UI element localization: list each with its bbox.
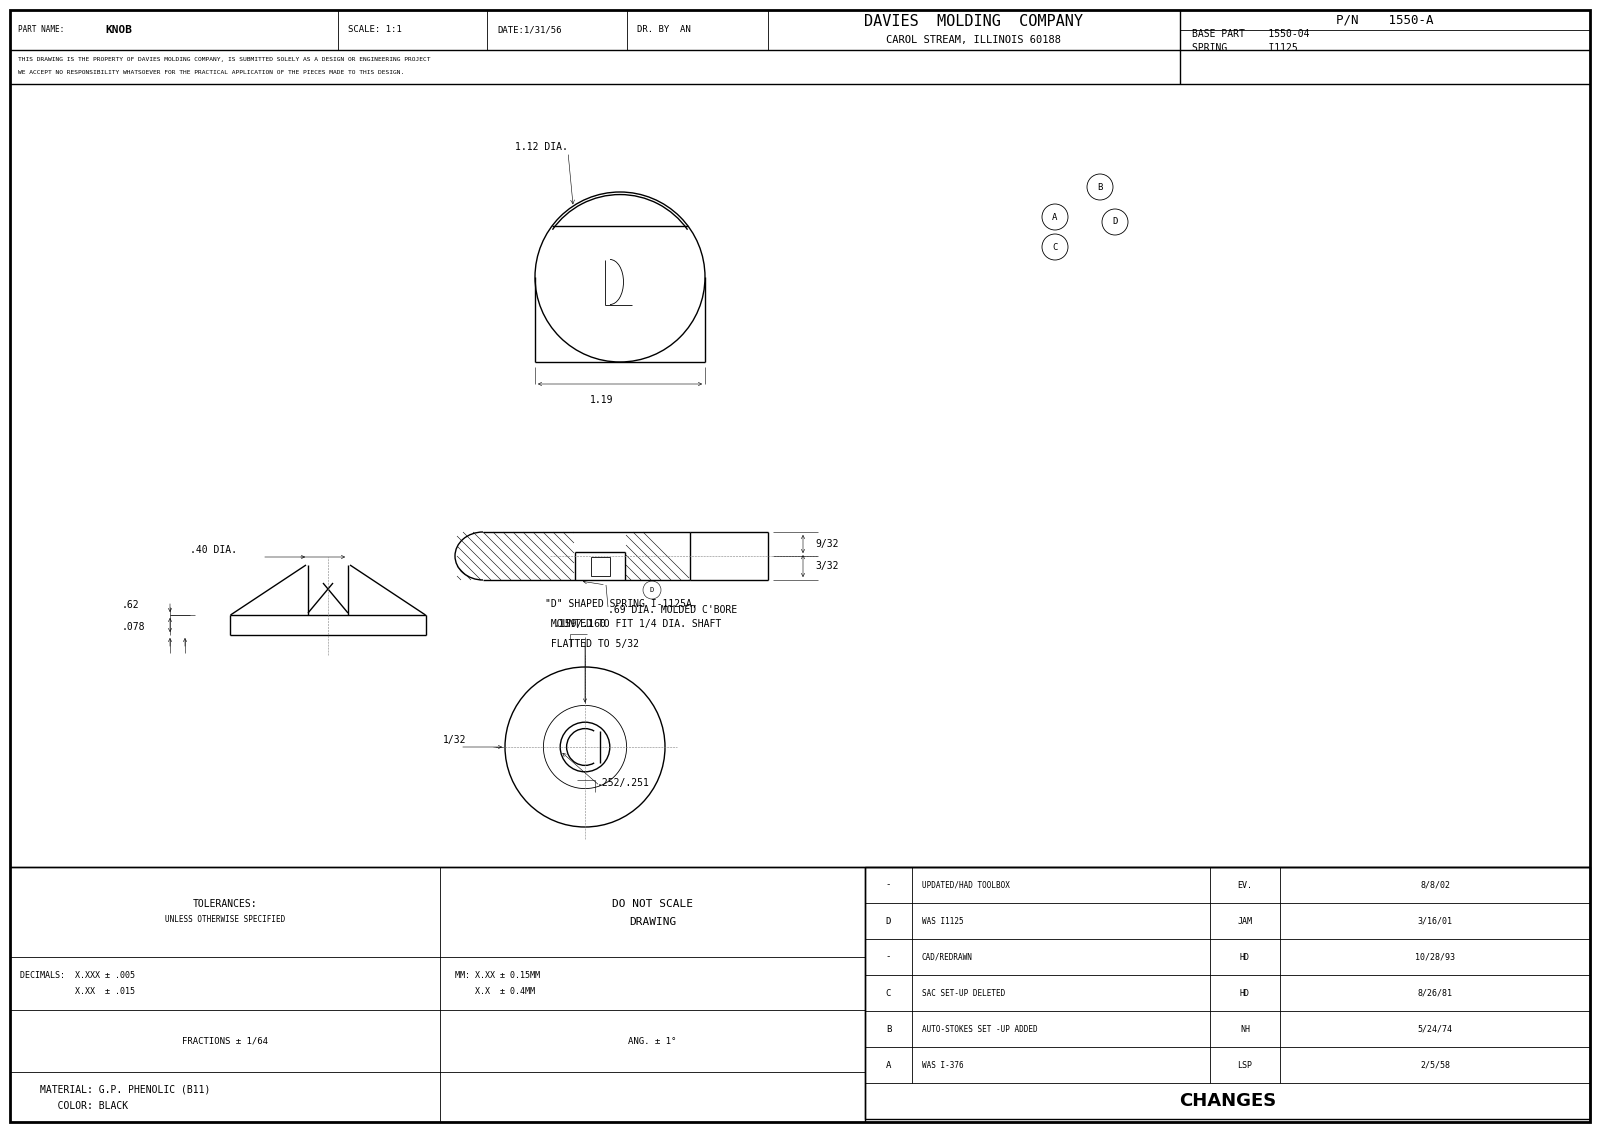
Text: B: B xyxy=(1098,182,1102,191)
Text: FLATTED TO 5/32: FLATTED TO 5/32 xyxy=(546,638,638,649)
Text: MOUNTED TO FIT 1/4 DIA. SHAFT: MOUNTED TO FIT 1/4 DIA. SHAFT xyxy=(546,619,722,629)
Text: AUTO-STOKES SET -UP ADDED: AUTO-STOKES SET -UP ADDED xyxy=(922,1024,1038,1034)
Text: EV.: EV. xyxy=(1237,881,1253,890)
Text: 5/24/74: 5/24/74 xyxy=(1418,1024,1453,1034)
Text: .40 DIA.: .40 DIA. xyxy=(190,544,237,555)
Text: MATERIAL: G.P. PHENOLIC (B11): MATERIAL: G.P. PHENOLIC (B11) xyxy=(40,1084,210,1094)
Text: CAD/REDRAWN: CAD/REDRAWN xyxy=(922,952,973,961)
Text: 3/16/01: 3/16/01 xyxy=(1418,917,1453,926)
Text: 1.19: 1.19 xyxy=(590,395,614,405)
Text: COLOR: BLACK: COLOR: BLACK xyxy=(40,1101,128,1110)
Text: DATE:1/31/56: DATE:1/31/56 xyxy=(498,26,562,34)
Text: SCALE: 1:1: SCALE: 1:1 xyxy=(349,26,402,34)
Text: LSP: LSP xyxy=(1237,1061,1253,1070)
Text: .69 DIA. MOLDED C'BORE: .69 DIA. MOLDED C'BORE xyxy=(608,604,738,615)
Text: BASE PART    1550-04: BASE PART 1550-04 xyxy=(1192,29,1309,38)
Text: WE ACCEPT NO RESPONSIBILITY WHATSOEVER FOR THE PRACTICAL APPLICATION OF THE PIEC: WE ACCEPT NO RESPONSIBILITY WHATSOEVER F… xyxy=(18,70,405,76)
Text: DO NOT SCALE: DO NOT SCALE xyxy=(611,899,693,909)
Text: X.X  ± 0.4MM: X.X ± 0.4MM xyxy=(454,987,534,996)
Text: SPRING       I1125: SPRING I1125 xyxy=(1192,43,1298,53)
Text: 1.12 DIA.: 1.12 DIA. xyxy=(515,142,568,152)
Text: "D" SHAPED SPRING I-1125A,: "D" SHAPED SPRING I-1125A, xyxy=(546,599,698,609)
Text: D: D xyxy=(1112,217,1118,226)
Text: A: A xyxy=(1053,213,1058,222)
Text: A: A xyxy=(886,1061,891,1070)
Text: .078: .078 xyxy=(122,621,146,632)
Text: 3/32: 3/32 xyxy=(814,561,838,571)
Text: JAM: JAM xyxy=(1237,917,1253,926)
Text: .62: .62 xyxy=(122,600,139,610)
Text: 8/8/02: 8/8/02 xyxy=(1421,881,1450,890)
Text: CAROL STREAM, ILLINOIS 60188: CAROL STREAM, ILLINOIS 60188 xyxy=(886,35,1061,45)
Text: UPDATED/HAD TOOLBOX: UPDATED/HAD TOOLBOX xyxy=(922,881,1010,890)
Text: DAVIES  MOLDING  COMPANY: DAVIES MOLDING COMPANY xyxy=(864,15,1083,29)
Text: DECIMALS:  X.XXX ± .005: DECIMALS: X.XXX ± .005 xyxy=(19,971,134,980)
Text: 9/32: 9/32 xyxy=(814,539,838,549)
Text: NH: NH xyxy=(1240,1024,1250,1034)
Text: DRAWING: DRAWING xyxy=(629,917,677,927)
Text: TOLERANCES:: TOLERANCES: xyxy=(192,899,258,909)
Bar xyxy=(866,867,1590,1120)
Text: 8/26/81: 8/26/81 xyxy=(1418,988,1453,997)
Text: HD: HD xyxy=(1240,988,1250,997)
Text: D: D xyxy=(886,917,891,926)
Text: WAS I-376: WAS I-376 xyxy=(922,1061,963,1070)
Text: UNLESS OTHERWISE SPECIFIED: UNLESS OTHERWISE SPECIFIED xyxy=(165,916,285,925)
Text: DR. BY  AN: DR. BY AN xyxy=(637,26,691,34)
Text: WAS I1125: WAS I1125 xyxy=(922,917,963,926)
Bar xyxy=(590,557,610,575)
Text: -: - xyxy=(886,881,891,890)
Text: -: - xyxy=(886,952,891,961)
Text: .252/.251: .252/.251 xyxy=(597,778,650,788)
Text: 1/32: 1/32 xyxy=(443,735,467,745)
Text: 2/5/58: 2/5/58 xyxy=(1421,1061,1450,1070)
Text: .159/.160: .159/.160 xyxy=(554,619,606,629)
Text: C: C xyxy=(1053,242,1058,251)
Text: B: B xyxy=(886,1024,891,1034)
Text: C: C xyxy=(886,988,891,997)
Text: CHANGES: CHANGES xyxy=(1179,1092,1277,1110)
Text: ANG. ± 1°: ANG. ± 1° xyxy=(629,1037,677,1046)
Text: MM: X.XX ± 0.15MM: MM: X.XX ± 0.15MM xyxy=(454,971,541,980)
Text: THIS DRAWING IS THE PROPERTY OF DAVIES MOLDING COMPANY, IS SUBMITTED SOLELY AS A: THIS DRAWING IS THE PROPERTY OF DAVIES M… xyxy=(18,58,430,62)
Text: 10/28/93: 10/28/93 xyxy=(1414,952,1454,961)
Text: PART NAME:: PART NAME: xyxy=(18,26,64,34)
Text: SAC SET-UP DELETED: SAC SET-UP DELETED xyxy=(922,988,1005,997)
Text: HD: HD xyxy=(1240,952,1250,961)
Text: KNOB: KNOB xyxy=(106,25,131,35)
Text: D: D xyxy=(650,588,654,593)
Text: P/N    1550-A: P/N 1550-A xyxy=(1336,14,1434,26)
Text: FRACTIONS ± 1/64: FRACTIONS ± 1/64 xyxy=(182,1037,269,1046)
Text: X.XX  ± .015: X.XX ± .015 xyxy=(19,987,134,996)
